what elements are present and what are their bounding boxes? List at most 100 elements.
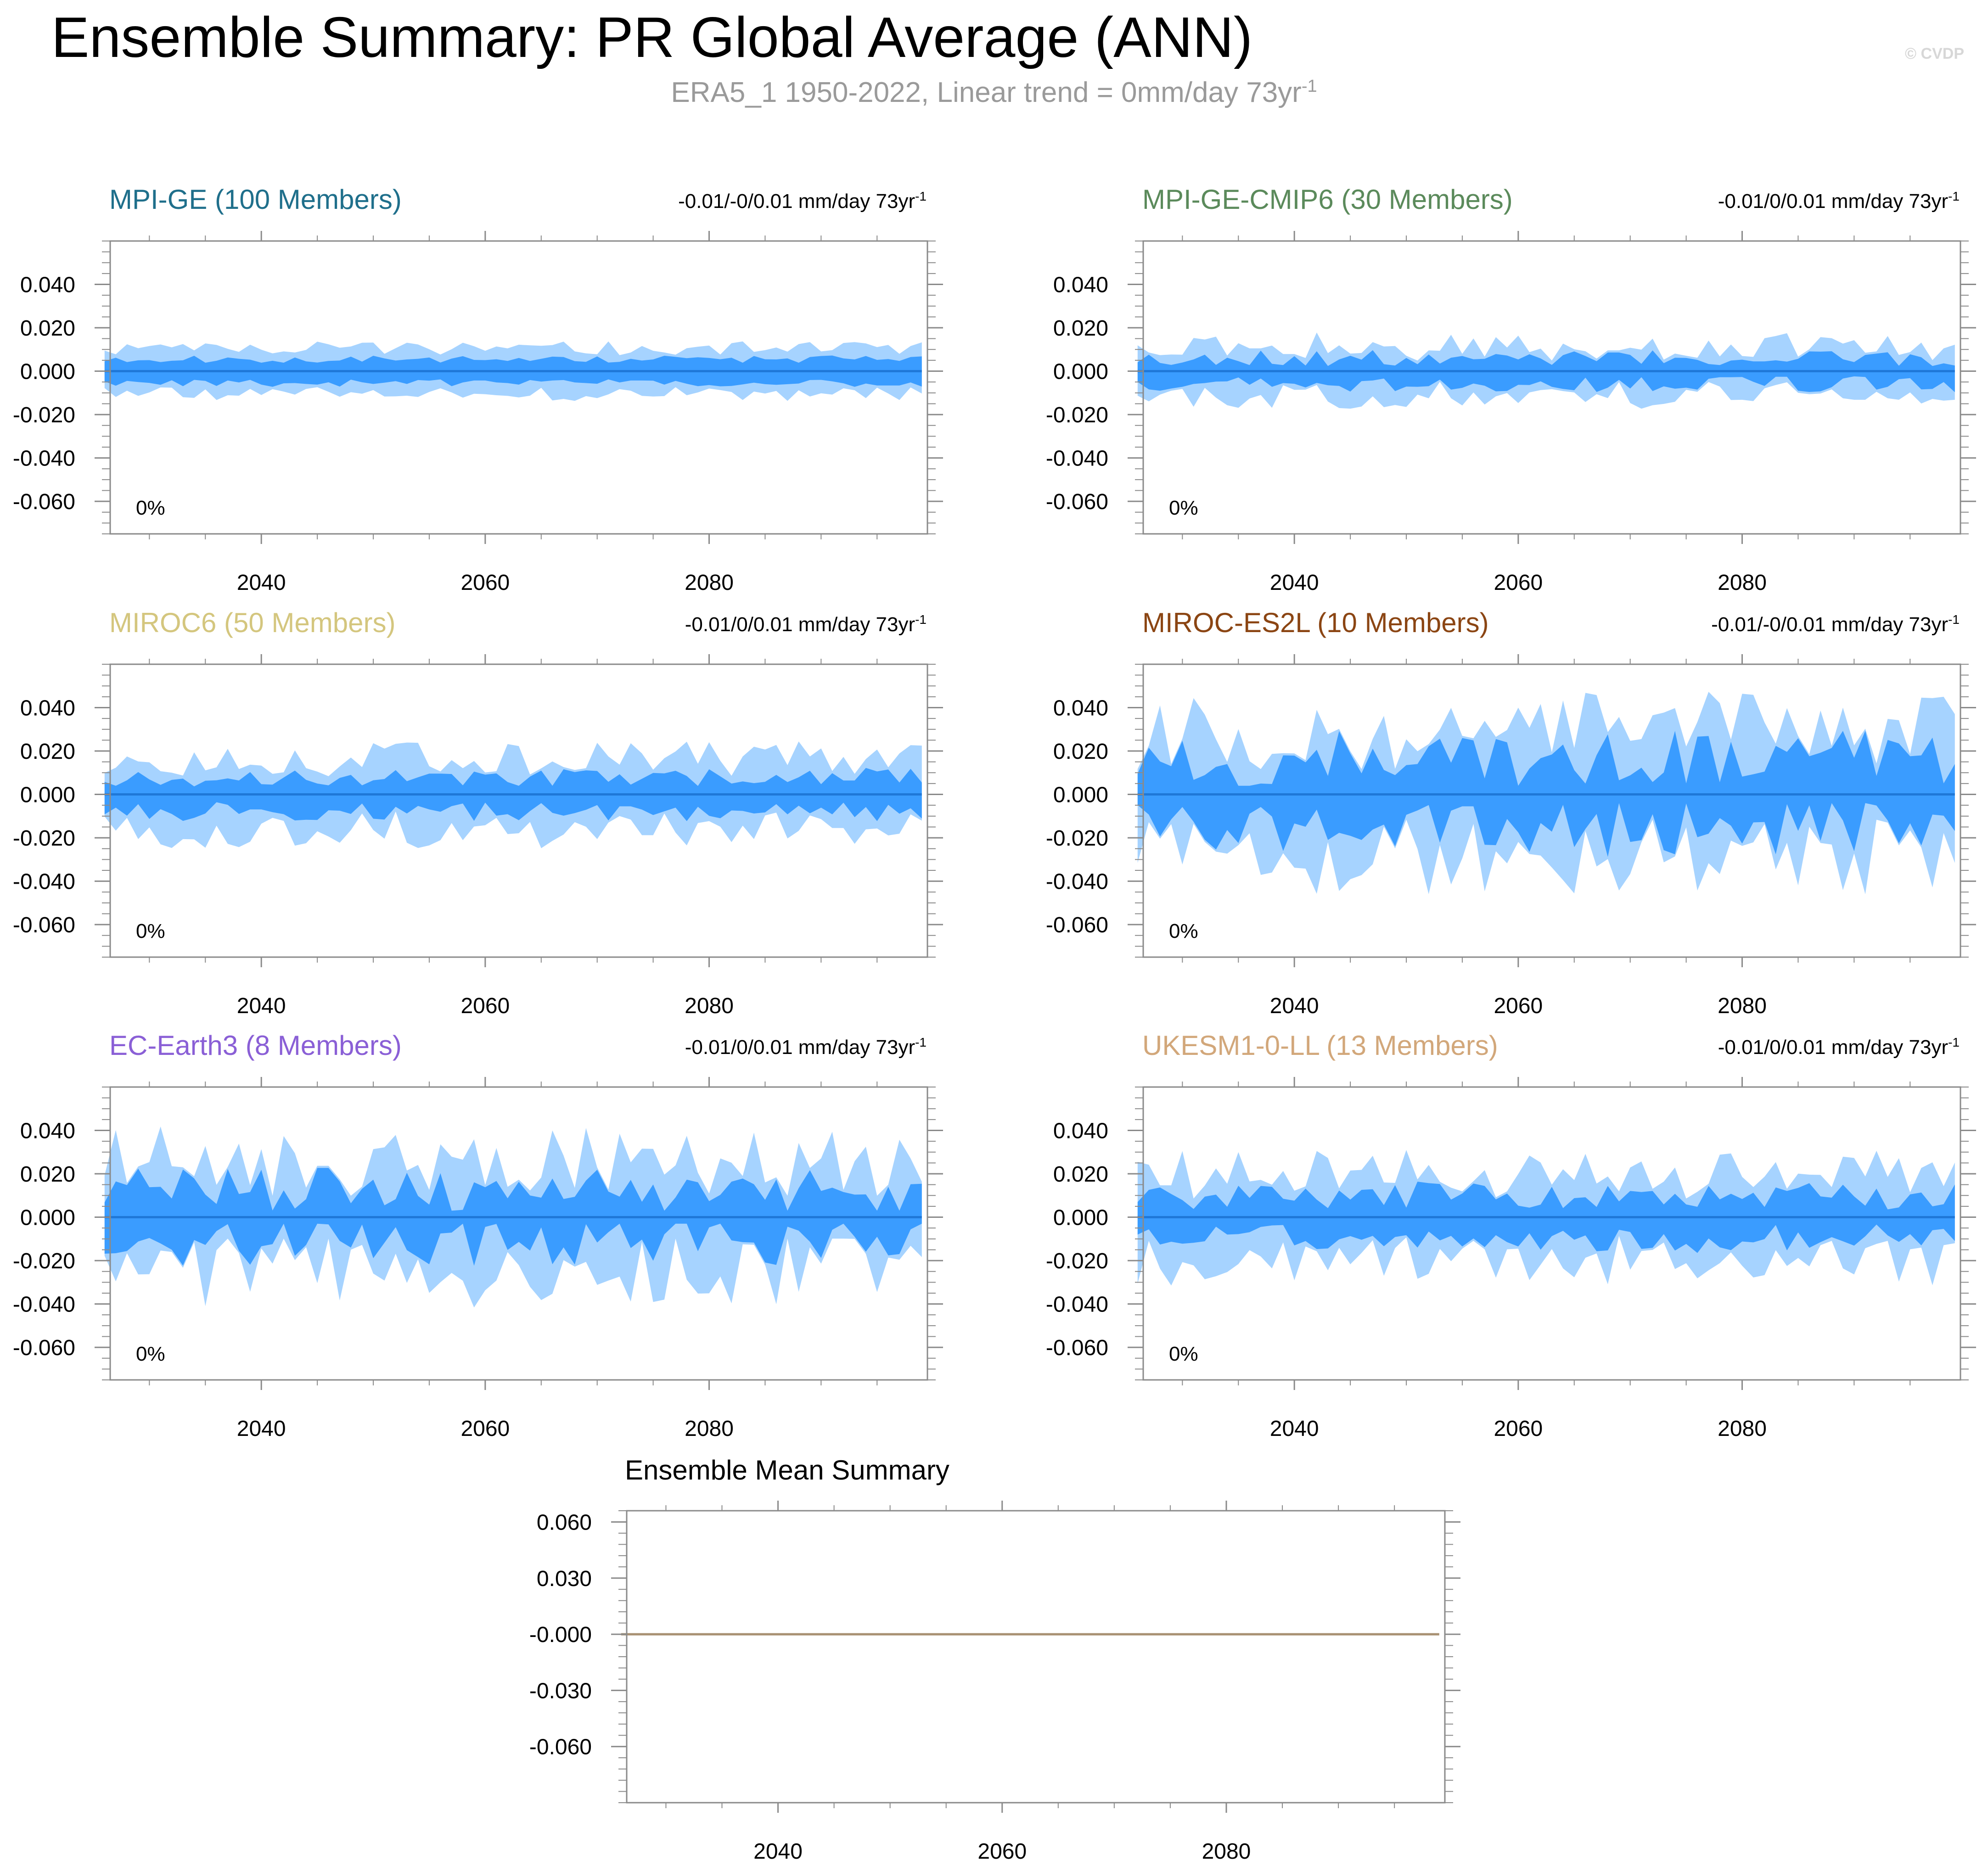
- y-tick-label: -0.040: [1046, 447, 1108, 471]
- x-tick-label: 2080: [1718, 994, 1767, 1018]
- y-tick-label: -0.060: [13, 913, 75, 937]
- trend-superscript: -1: [1948, 189, 1960, 203]
- y-tick-label: 0.040: [1053, 696, 1108, 721]
- x-tick-label: 2080: [685, 1417, 734, 1441]
- y-tick-label: -0.040: [13, 447, 75, 471]
- x-tick-label: 2040: [237, 571, 286, 595]
- trend-label-ukesm1-0-ll: -0.01/0/0.01 mm/day 73yr-1: [1718, 1035, 1960, 1059]
- y-tick-label: -0.020: [1046, 826, 1108, 851]
- figure-title: Ensemble Summary: PR Global Average (ANN…: [51, 6, 1252, 69]
- panel-miroc6: MIROC6 (50 Members) -0.01/0/0.01 mm/day 7…: [13, 607, 943, 1018]
- panel-miroc-es2l: MIROC-ES2L (10 Members) -0.01/-0/0.01 mm/…: [1046, 607, 1976, 1018]
- plot-frame: [626, 1510, 1446, 1804]
- panel-title-miroc6: MIROC6 (50 Members): [109, 607, 395, 638]
- y-tick-label: -0.020: [13, 1249, 75, 1273]
- y-tick-label: -0.020: [1046, 403, 1108, 427]
- trend-text: -0.01/0/0.01 mm/day 73yr: [1718, 190, 1948, 213]
- x-tick-label: 2060: [1494, 994, 1543, 1018]
- y-tick-label: 0.040: [20, 696, 75, 721]
- y-tick-label: -0.040: [13, 1293, 75, 1317]
- trend-superscript: -1: [915, 1035, 927, 1049]
- copyright-label: © CVDP: [1905, 45, 1964, 62]
- trend-text: -0.01/0/0.01 mm/day 73yr: [685, 1036, 915, 1059]
- y-tick-label: 0.040: [20, 1119, 75, 1143]
- panel-title-mpi-ge-cmip6: MPI-GE-CMIP6 (30 Members): [1142, 184, 1513, 215]
- y-tick-label: -0.060: [1046, 1336, 1108, 1360]
- y-tick-label: 0.040: [20, 273, 75, 297]
- x-tick-label: 2040: [1270, 1417, 1319, 1441]
- subtitle-text: ERA5_1 1950-2022, Linear trend = 0mm/day…: [671, 77, 1301, 108]
- plot-frame: [109, 240, 928, 535]
- plot-frame: [109, 663, 928, 958]
- panel-ukesm1-0-ll: UKESM1-0-LL (13 Members) -0.01/0/0.01 mm/…: [1046, 1030, 1976, 1441]
- y-tick-label: 0.020: [1053, 1162, 1108, 1187]
- trend-label-ec-earth3: -0.01/0/0.01 mm/day 73yr-1: [685, 1035, 927, 1059]
- trend-text: -0.01/0/0.01 mm/day 73yr: [1718, 1036, 1948, 1059]
- y-tick-label: 0.020: [1053, 740, 1108, 764]
- plot-frame: [1142, 663, 1961, 958]
- trend-superscript: -1: [915, 612, 927, 627]
- trend-text: -0.01/-0/0.01 mm/day 73yr: [1711, 613, 1948, 636]
- x-tick-label: 2080: [1718, 571, 1767, 595]
- percent-label: 0%: [136, 920, 165, 942]
- x-tick-label: 2060: [977, 1839, 1027, 1864]
- y-tick-label: 0.000: [1053, 1206, 1108, 1230]
- x-tick-label: 2060: [460, 1417, 510, 1441]
- y-tick-label: -0.060: [1046, 913, 1108, 937]
- x-tick-label: 2080: [685, 571, 734, 595]
- trend-superscript: -1: [915, 189, 927, 203]
- y-tick-label: -0.060: [529, 1735, 592, 1760]
- y-tick-label: -0.060: [1046, 490, 1108, 514]
- figure-subtitle: ERA5_1 1950-2022, Linear trend = 0mm/day…: [671, 77, 1317, 108]
- y-tick-label: -0.060: [13, 1336, 75, 1360]
- y-tick-label: 0.030: [537, 1567, 592, 1591]
- y-tick-label: 0.000: [1053, 783, 1108, 807]
- x-tick-label: 2080: [685, 994, 734, 1018]
- x-tick-label: 2040: [753, 1839, 803, 1864]
- panel-mpi-ge: MPI-GE (100 Members) -0.01/-0/0.01 mm/day…: [13, 184, 943, 595]
- y-tick-label: 0.060: [537, 1510, 592, 1535]
- panel-title-ukesm1-0-ll: UKESM1-0-LL (13 Members): [1142, 1030, 1498, 1061]
- x-tick-label: 2080: [1202, 1839, 1251, 1864]
- y-tick-label: 0.000: [1053, 360, 1108, 384]
- panel-ensemble-mean: Ensemble Mean Summary 2040 2060 2080 0.060 0.…: [529, 1455, 1460, 1864]
- plot-frame: [1142, 1086, 1961, 1381]
- y-tick-label: 0.000: [20, 360, 75, 384]
- trend-label-mpi-ge-cmip6: -0.01/0/0.01 mm/day 73yr-1: [1718, 189, 1960, 213]
- percent-label: 0%: [1169, 920, 1198, 942]
- trend-label-miroc-es2l: -0.01/-0/0.01 mm/day 73yr-1: [1711, 612, 1960, 636]
- x-tick-label: 2040: [1270, 994, 1319, 1018]
- panel-title-mpi-ge: MPI-GE (100 Members): [109, 184, 402, 215]
- x-tick-label: 2060: [1494, 571, 1543, 595]
- panel-title-ec-earth3: EC-Earth3 (8 Members): [109, 1030, 402, 1061]
- panel-mpi-ge-cmip6: MPI-GE-CMIP6 (30 Members) -0.01/0/0.01 mm…: [1046, 184, 1976, 595]
- y-tick-label: -0.030: [529, 1679, 592, 1703]
- trend-text: -0.01/0/0.01 mm/day 73yr: [685, 613, 915, 636]
- plot-frame: [1142, 240, 1961, 535]
- y-tick-label: -0.000: [529, 1623, 592, 1647]
- trend-label-miroc6: -0.01/0/0.01 mm/day 73yr-1: [685, 612, 927, 636]
- y-tick-label: -0.040: [13, 870, 75, 894]
- y-tick-label: 0.000: [20, 783, 75, 807]
- percent-label: 0%: [136, 497, 165, 519]
- percent-label: 0%: [1169, 497, 1198, 519]
- percent-label: 0%: [136, 1343, 165, 1365]
- panel-title-miroc-es2l: MIROC-ES2L (10 Members): [1142, 607, 1489, 638]
- y-tick-label: -0.020: [13, 826, 75, 851]
- x-tick-label: 2060: [1494, 1417, 1543, 1441]
- percent-label: 0%: [1169, 1343, 1198, 1365]
- trend-label-mpi-ge: -0.01/-0/0.01 mm/day 73yr-1: [678, 189, 927, 213]
- x-tick-label: 2040: [237, 1417, 286, 1441]
- panel-ec-earth3: EC-Earth3 (8 Members) -0.01/0/0.01 mm/day…: [13, 1030, 943, 1441]
- trend-text: -0.01/-0/0.01 mm/day 73yr: [678, 190, 915, 213]
- y-tick-label: 0.040: [1053, 273, 1108, 297]
- panel-title-ensemble-mean: Ensemble Mean Summary: [625, 1455, 949, 1485]
- y-tick-label: 0.020: [1053, 316, 1108, 341]
- panels: MPI-GE (100 Members) -0.01/-0/0.01 mm/day…: [13, 184, 1976, 1864]
- y-tick-label: 0.020: [20, 316, 75, 341]
- subtitle-superscript: -1: [1302, 77, 1317, 96]
- x-tick-label: 2080: [1718, 1417, 1767, 1441]
- trend-superscript: -1: [1948, 612, 1960, 627]
- trend-superscript: -1: [1948, 1035, 1960, 1049]
